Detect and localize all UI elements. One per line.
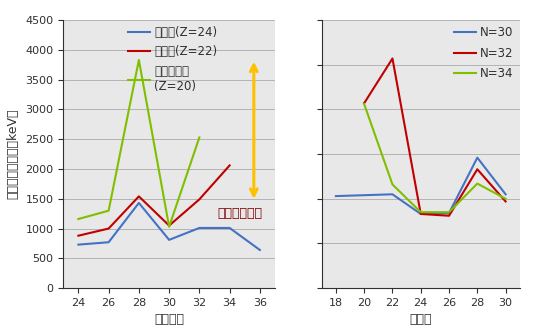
Legend: クロム(Z=24), チタン(Z=22), カルシウム
(Z=20): クロム(Z=24), チタン(Z=22), カルシウム (Z=20) xyxy=(129,26,218,93)
Y-axis label: 励起エネルギー（keV）: 励起エネルギー（keV） xyxy=(7,109,20,199)
Text: 理論予想の幅: 理論予想の幅 xyxy=(218,207,262,220)
X-axis label: 中性子数: 中性子数 xyxy=(154,313,184,326)
Legend: N=30, N=32, N=34: N=30, N=32, N=34 xyxy=(454,26,514,80)
X-axis label: 陽子数: 陽子数 xyxy=(410,313,432,326)
